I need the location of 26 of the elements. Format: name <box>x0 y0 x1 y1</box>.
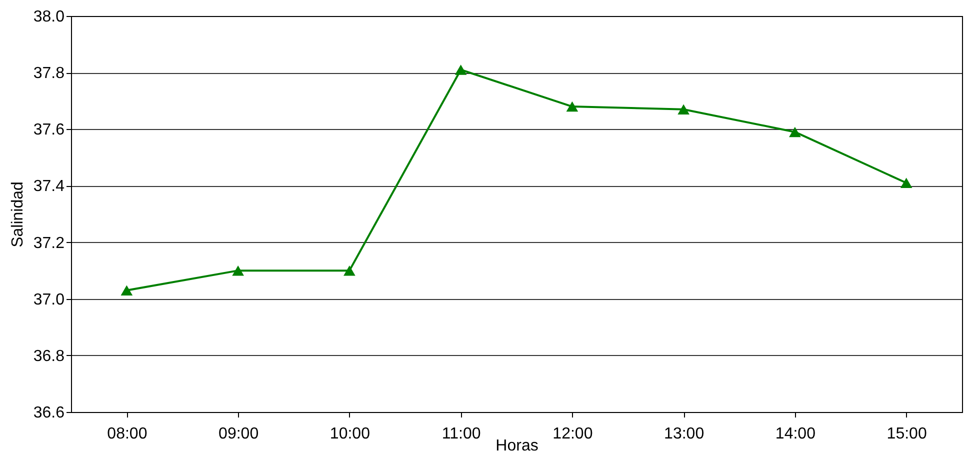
x-tick-label: 13:00 <box>664 426 704 442</box>
point <box>120 285 133 296</box>
point <box>678 104 690 114</box>
x-tick-label: 15:00 <box>886 426 927 442</box>
y-tick-label: 36.6 <box>33 404 65 422</box>
y-tick-label: 38.0 <box>33 8 65 26</box>
point <box>789 126 801 138</box>
y-tick-label: 37.2 <box>33 234 65 252</box>
y-tick-label: 36.8 <box>33 348 65 365</box>
point <box>232 265 244 276</box>
y-tick-label: 37.0 <box>33 291 65 308</box>
x-tick-label: 12:00 <box>552 426 593 442</box>
x-tick-label: 09:00 <box>218 426 259 442</box>
x-tick-label: 08:00 <box>107 426 148 442</box>
x-tick-label: 10:00 <box>330 426 370 442</box>
point <box>344 265 356 276</box>
x-axis-title: Horas <box>496 438 538 454</box>
x-tick-label: 11:00 <box>442 426 481 442</box>
point <box>566 101 578 112</box>
y-tick-label: 37.4 <box>33 178 65 196</box>
point <box>900 178 912 188</box>
point <box>454 64 467 75</box>
y-axis-title: Salinidad <box>9 182 26 248</box>
y-tick-label: 37.8 <box>33 65 65 82</box>
y-tick-label: 37.6 <box>33 122 65 139</box>
x-tick-label: 14:00 <box>775 426 816 442</box>
